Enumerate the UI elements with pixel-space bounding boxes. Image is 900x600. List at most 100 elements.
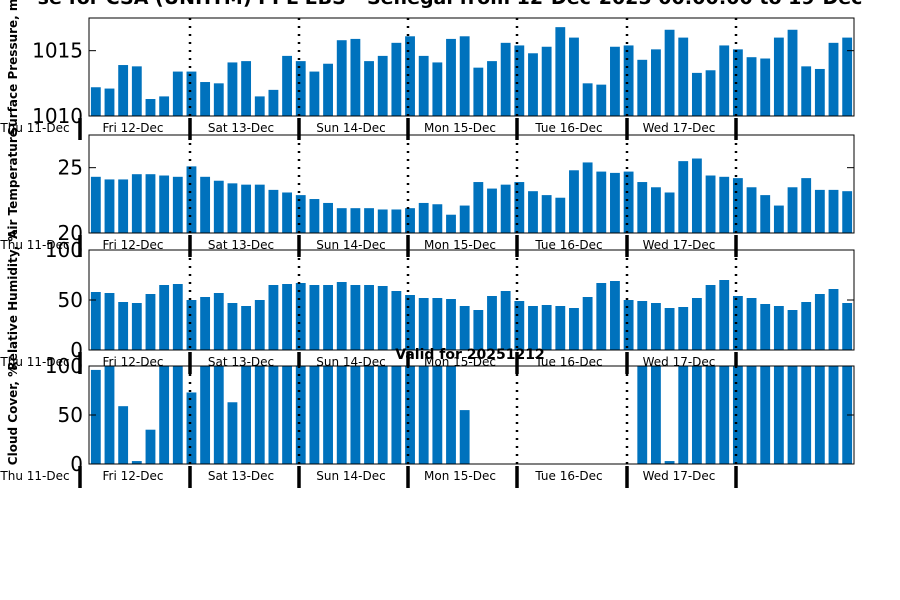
bar <box>500 291 511 350</box>
day-label: Thu 11-Dec <box>0 121 70 135</box>
bar <box>377 55 388 116</box>
y-axis-label: Cloud Cover, % <box>6 365 20 465</box>
bar <box>364 208 374 233</box>
bar <box>459 205 470 233</box>
bar <box>104 88 115 116</box>
bar <box>186 392 197 464</box>
bar <box>746 298 757 350</box>
bar <box>828 189 839 233</box>
bar <box>391 42 402 116</box>
day-label: Fri 12-Dec <box>103 121 164 135</box>
bar <box>131 461 142 464</box>
bar <box>131 303 142 350</box>
bar <box>377 209 388 233</box>
bar <box>295 61 306 116</box>
bar <box>787 29 798 116</box>
bar <box>268 366 279 464</box>
bar <box>719 366 730 464</box>
day-label: Sun 14-Dec <box>316 238 385 252</box>
bar <box>200 176 211 233</box>
bar <box>104 179 115 233</box>
bar <box>842 303 853 350</box>
bar <box>555 306 566 350</box>
bar <box>623 45 634 116</box>
bar <box>582 83 593 116</box>
bar <box>268 89 279 116</box>
bar <box>651 187 661 233</box>
bar <box>241 61 252 116</box>
bar <box>732 178 743 233</box>
bar <box>282 55 292 116</box>
bar <box>104 293 115 350</box>
day-label: Tue 16-Dec <box>534 469 602 483</box>
bar <box>418 55 429 116</box>
chart-panels: 1010 1015 Thu 11-Dec Fri 12-Dec Sat 13-Dec Su… <box>0 0 855 488</box>
bar <box>651 49 661 116</box>
y-tick-label: 50 <box>58 288 83 312</box>
bar <box>828 366 839 464</box>
bar <box>801 302 812 350</box>
bar <box>664 461 675 464</box>
bar <box>241 306 252 350</box>
y-tick-label: 100 <box>45 354 83 378</box>
bar <box>213 366 224 464</box>
bar <box>186 300 197 350</box>
day-label: Wed 17-Dec <box>643 238 716 252</box>
bar <box>459 36 470 116</box>
bar-series <box>90 158 853 233</box>
bar <box>664 29 675 116</box>
bar <box>131 66 142 116</box>
bar <box>787 310 798 350</box>
bar <box>746 187 757 233</box>
bar <box>159 175 170 233</box>
bar <box>773 306 784 350</box>
bar <box>405 295 415 350</box>
bar <box>664 192 675 233</box>
bar <box>760 304 771 350</box>
bar <box>350 38 361 116</box>
bar <box>241 366 252 464</box>
bar <box>446 38 456 116</box>
bar <box>377 286 388 350</box>
bar <box>336 282 347 350</box>
bar <box>828 289 839 350</box>
bar <box>200 366 211 464</box>
bar <box>364 366 374 464</box>
bar <box>90 292 101 350</box>
bar <box>801 178 812 233</box>
bar <box>323 63 333 116</box>
bar <box>691 158 702 233</box>
bar <box>459 306 470 350</box>
bar <box>418 202 429 233</box>
bar <box>323 285 333 350</box>
bar <box>227 402 238 464</box>
figure-title: se for CSA (UNHTM) PPL EBS - Senegal fro… <box>38 0 863 9</box>
bar <box>227 183 238 233</box>
bar <box>637 182 648 233</box>
y-axis-label: Surface Pressure, m <box>6 0 20 135</box>
day-label: Mon 15-Dec <box>424 121 496 135</box>
bar <box>732 49 743 116</box>
bar <box>514 301 525 350</box>
bar <box>405 208 415 233</box>
bar <box>719 176 730 233</box>
bar <box>118 406 129 464</box>
bar <box>582 162 593 233</box>
y-tick-label: 25 <box>58 156 83 180</box>
bar <box>500 184 511 233</box>
bar <box>418 298 429 350</box>
y-tick-label: 1010 <box>32 104 83 128</box>
bar <box>336 366 347 464</box>
bar <box>746 366 757 464</box>
bar <box>596 171 607 233</box>
bar <box>555 197 566 233</box>
bar-series <box>90 366 853 464</box>
bar <box>610 172 620 233</box>
bar <box>118 302 129 350</box>
bar <box>651 366 661 464</box>
bar <box>732 296 743 350</box>
day-label: Thu 11-Dec <box>0 469 70 483</box>
bar <box>719 280 730 350</box>
bar <box>664 308 675 350</box>
